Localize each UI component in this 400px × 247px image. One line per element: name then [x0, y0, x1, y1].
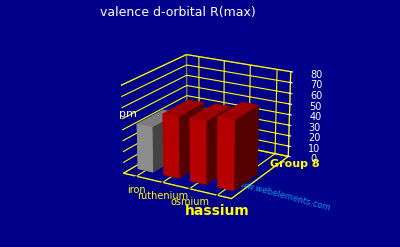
- Text: valence d-orbital R(max): valence d-orbital R(max): [100, 6, 256, 19]
- Text: www.webelements.com: www.webelements.com: [234, 178, 332, 212]
